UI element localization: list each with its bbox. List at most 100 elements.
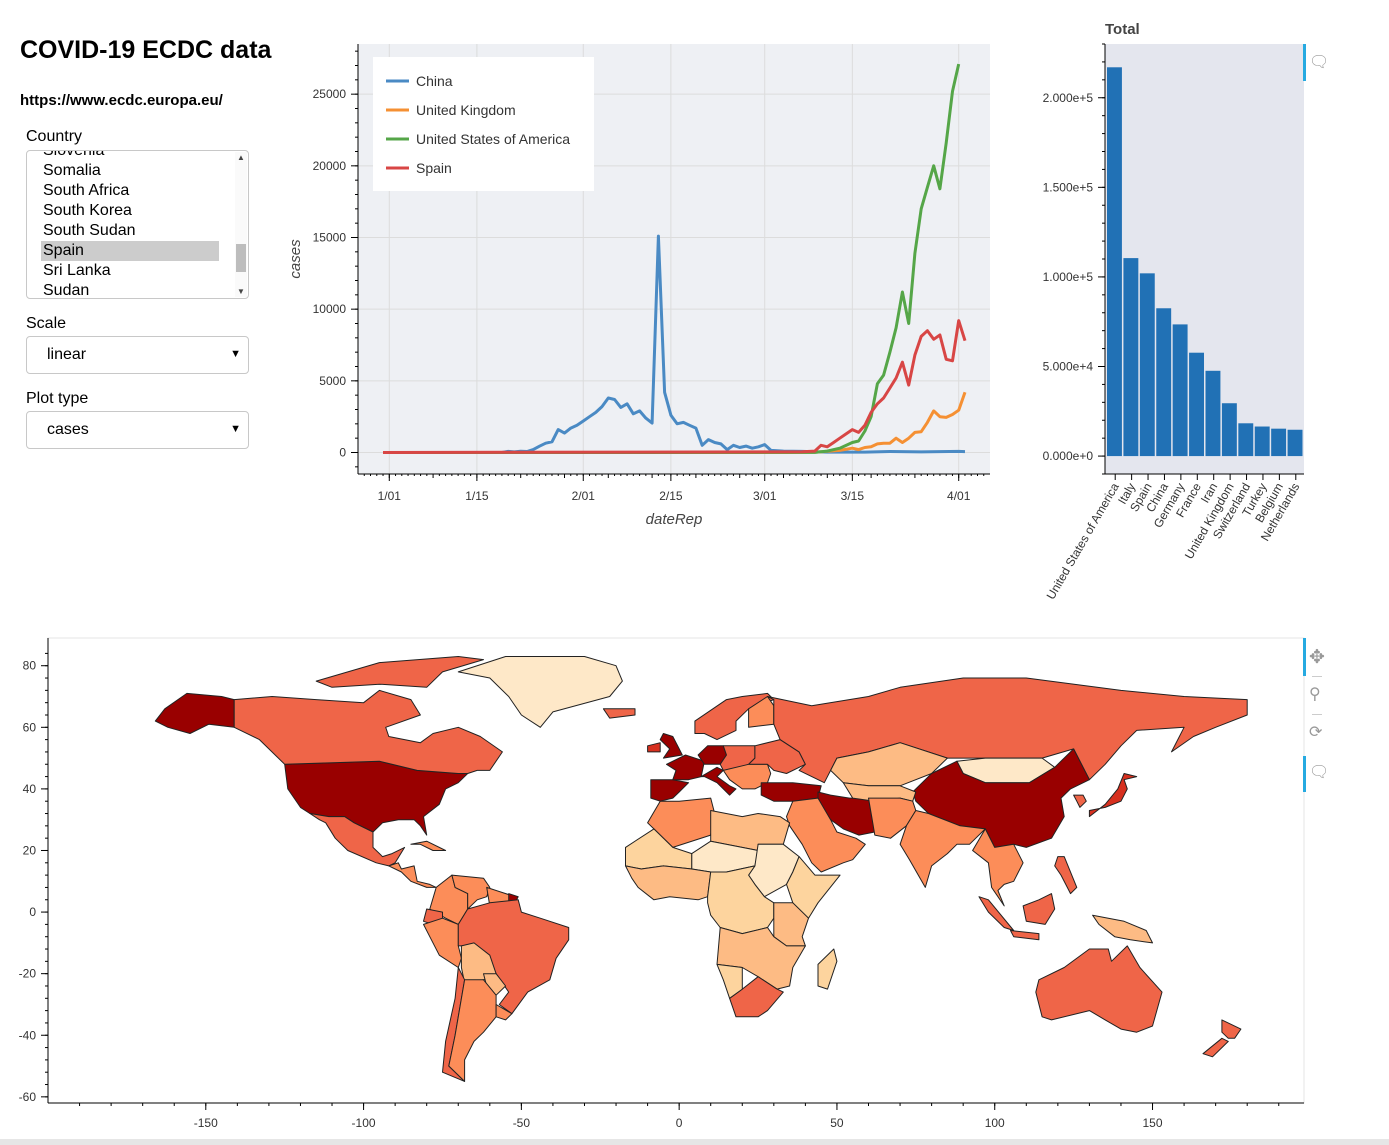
bar: [1287, 429, 1303, 457]
country-region: [647, 742, 661, 753]
map-toolbar: ✥ ⚲ ⟳ 🗨: [1303, 638, 1329, 798]
bar: [1221, 403, 1237, 457]
y-tick-label: -20: [19, 967, 37, 981]
country-listbox[interactable]: Slovenia Somalia South Africa South Korea So…: [26, 150, 249, 299]
y-tick-label: 0.000e+0: [1043, 449, 1094, 463]
toolbar-divider: [1312, 714, 1322, 715]
x-tick-label: 50: [830, 1116, 844, 1130]
toolbar-active-indicator: [1303, 44, 1306, 81]
country-option[interactable]: Spain: [41, 241, 219, 261]
country-region: [457, 656, 623, 728]
x-tick-label: -150: [194, 1116, 218, 1130]
x-tick-label: 1/15: [465, 489, 489, 503]
series-line: [382, 63, 961, 454]
y-tick-label: 40: [23, 782, 37, 796]
country-option[interactable]: Slovenia: [43, 150, 105, 159]
country-region: [154, 692, 235, 734]
toolbar-active-indicator: [1303, 756, 1306, 792]
bar: [1189, 352, 1204, 457]
country-region: [1073, 794, 1087, 808]
country-region: [625, 865, 712, 901]
country-label: Country: [26, 128, 83, 145]
country-option[interactable]: South Africa: [43, 182, 130, 199]
country-option[interactable]: South Sudan: [43, 222, 136, 239]
x-tick-label: -100: [352, 1116, 376, 1130]
y-tick-label: 15000: [313, 231, 347, 245]
y-tick-label: 60: [23, 720, 37, 734]
country-region: [817, 948, 838, 990]
scroll-up-icon[interactable]: ▲: [237, 153, 245, 162]
series-line: [383, 391, 967, 454]
x-tick-label: 0: [676, 1116, 683, 1130]
y-tick-label: -60: [19, 1090, 37, 1104]
line-chart[interactable]: 0 5000 10000 15000 20000 25000 1/01 1/15 2/01 2/1…: [280, 30, 1000, 535]
bar: [1123, 258, 1139, 457]
country-region: [410, 840, 447, 851]
y-tick-label: 25000: [313, 87, 347, 101]
country-region: [729, 976, 784, 1018]
country-region: [978, 896, 1015, 931]
y-tick-label: -40: [19, 1028, 37, 1042]
country-option[interactable]: Somalia: [43, 162, 101, 179]
country-option[interactable]: South Korea: [43, 202, 132, 219]
scroll-down-icon[interactable]: ▼: [237, 287, 245, 296]
wheel-zoom-icon[interactable]: ⚲: [1309, 684, 1321, 703]
scale-label: Scale: [26, 315, 67, 332]
legend-box: [373, 57, 594, 191]
hover-tool-icon[interactable]: 🗨: [1309, 52, 1330, 71]
legend-entry: United Kingdom: [416, 102, 516, 118]
bar: [1205, 370, 1221, 457]
x-tick-label: 100: [985, 1116, 1005, 1130]
y-tick-label: 20: [23, 843, 37, 857]
country-region: [1022, 893, 1056, 925]
hover-tool-icon[interactable]: 🗨: [1309, 762, 1330, 781]
country-region: [1035, 945, 1163, 1033]
page-title: COVID-19 ECDC data: [20, 36, 272, 64]
country-region: [716, 963, 743, 999]
reset-icon[interactable]: ⟳: [1309, 722, 1323, 741]
y-tick-label: 1.000e+5: [1043, 270, 1094, 284]
country-region: [748, 696, 775, 728]
y-tick-label: 20000: [313, 159, 347, 173]
country-region: [451, 874, 491, 910]
country-option[interactable]: Sri Lanka: [43, 262, 111, 279]
x-tick-label: 4/01: [947, 489, 971, 503]
x-tick-label: United States of America: [1044, 480, 1122, 602]
y-tick-label: 0: [29, 905, 36, 919]
bar: [1271, 428, 1287, 457]
country-region: [315, 656, 484, 688]
country-region: [1010, 930, 1040, 941]
country-region: [1202, 1037, 1229, 1058]
bar-chart[interactable]: Total 0.000e+0 5.000e+4 1.000e+5 1.500e+5 2.0…: [1025, 12, 1315, 622]
country-region: [602, 708, 636, 719]
world-map[interactable]: -60 -40 -20 0 20 40 60 80 -150 -100 -50 0 50 100 150: [0, 630, 1310, 1135]
y-tick-label: 5.000e+4: [1043, 360, 1094, 374]
x-tick-label: 2/01: [572, 489, 596, 503]
scale-value: linear: [47, 346, 87, 363]
x-tick-label: 3/15: [841, 489, 865, 503]
country-region: [700, 766, 737, 796]
plot-type-select[interactable]: cases ▼: [26, 411, 249, 449]
scale-select[interactable]: linear ▼: [26, 336, 249, 374]
country-region: [650, 779, 690, 802]
pan-tool-icon[interactable]: ✥: [1309, 646, 1325, 668]
scroll-thumb[interactable]: [236, 244, 246, 272]
page-footer-bar: [0, 1139, 1389, 1145]
country-region: [767, 677, 1248, 784]
chevron-down-icon: ▼: [230, 423, 241, 435]
x-tick-label: 3/01: [753, 489, 777, 503]
x-tick-label: -50: [513, 1116, 531, 1130]
country-scrollbar[interactable]: ▲ ▼: [235, 152, 247, 297]
toolbar-divider: [1312, 676, 1322, 677]
series-line: [382, 319, 967, 454]
country-region: [495, 1004, 513, 1021]
country-region: [1092, 914, 1153, 944]
y-tick-label: 5000: [319, 374, 346, 388]
country-option[interactable]: Sudan: [43, 282, 90, 299]
chevron-down-icon: ▼: [230, 348, 241, 360]
x-tick-label: 150: [1143, 1116, 1163, 1130]
x-tick-label: 2/15: [659, 489, 683, 503]
y-tick-label: 1.500e+5: [1043, 180, 1094, 194]
plot-type-value: cases: [47, 421, 89, 438]
x-axis-label: dateRep: [646, 511, 703, 528]
